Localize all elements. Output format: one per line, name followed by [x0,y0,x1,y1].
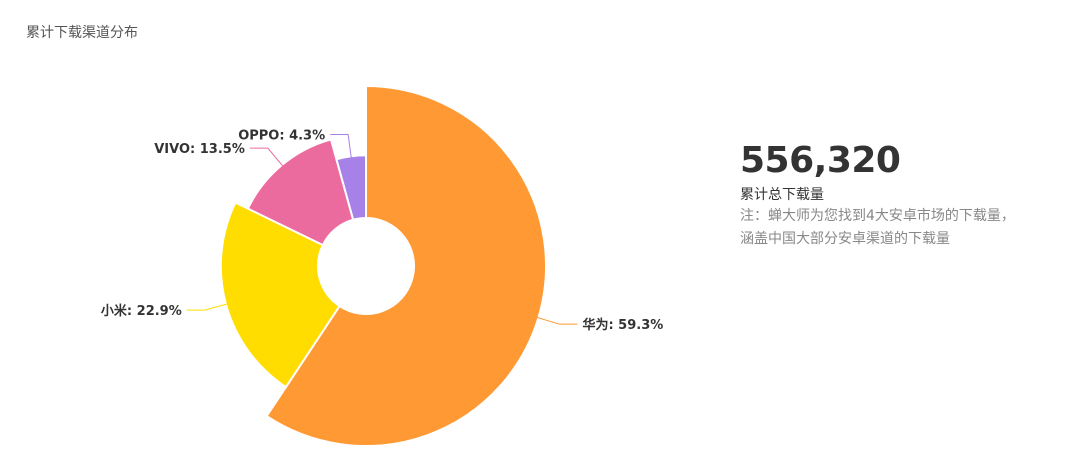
leader-line-vivo [249,147,284,167]
total-downloads-value: 556,320 [740,140,901,181]
stats-panel: 556,320 累计总下载量 注：蝉大师为您找到4大安卓市场的下载量， 涵盖中国… [740,140,1015,250]
slice-oppo[interactable] [335,154,367,221]
note-line-1: 注：蝉大师为您找到4大安卓市场的下载量， [740,208,1015,224]
slice-label-xiaomi: 小米: 22.9% [101,303,182,319]
chart-title: 累计下载渠道分布 [26,25,138,41]
slice-label-oppo: OPPO: 4.3% [238,129,325,144]
note-line-2: 涵盖中国大部分安卓渠道的下载量 [740,231,950,247]
leader-line-xiaomi [186,303,229,311]
slice-xiaomi[interactable] [219,201,341,389]
total-downloads-label: 累计总下载量 [740,187,824,203]
leader-line-oppo [330,134,352,159]
slice-label-huawei: 华为: 59.3% [582,317,663,333]
slice-label-vivo: VIVO: 13.5% [154,142,245,157]
slice-vivo[interactable] [246,138,355,247]
slice-huawei[interactable] [265,84,547,447]
leader-line-huawei [536,316,578,325]
